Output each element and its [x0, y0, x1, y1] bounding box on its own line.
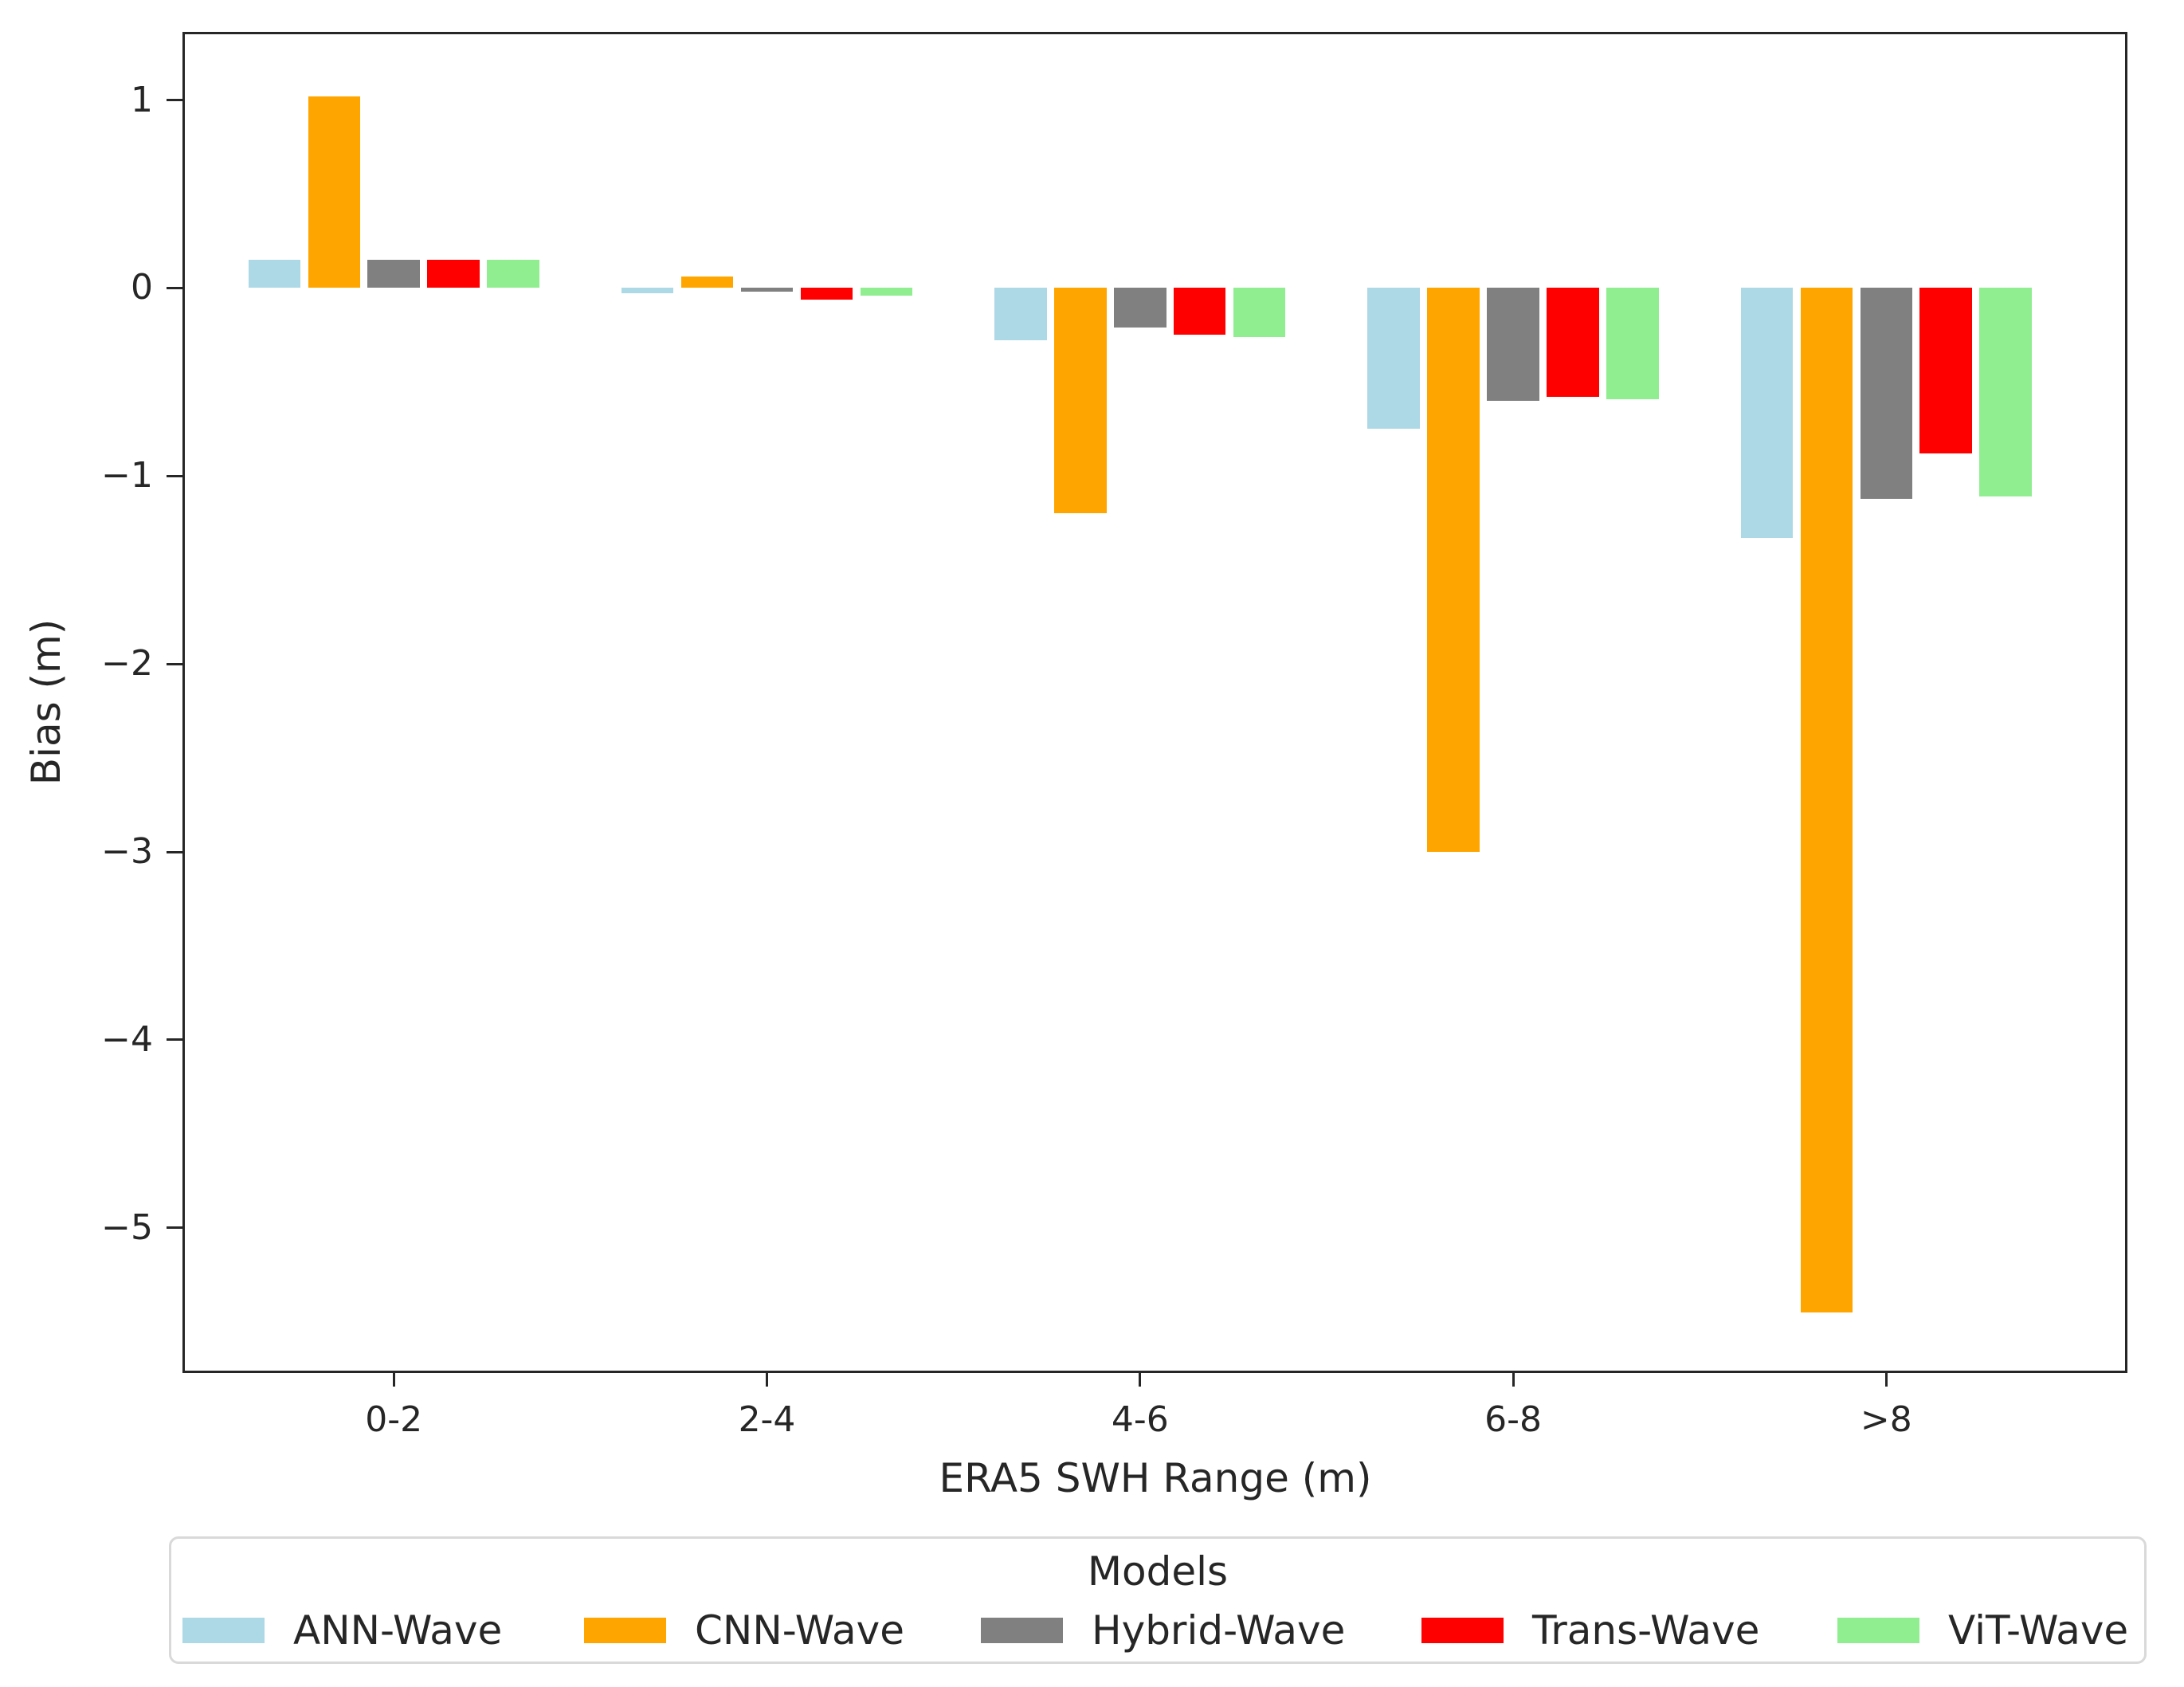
y-tick-mark: [167, 662, 182, 665]
bar-hybrid-wave-6-8: [1487, 288, 1539, 401]
y-tick-label: −5: [101, 1206, 153, 1248]
y-tick-label: −4: [101, 1018, 153, 1060]
bar-hybrid-wave-0-2: [367, 260, 420, 288]
x-tick-label: >8: [1860, 1399, 1912, 1440]
y-tick-label: −1: [101, 455, 153, 496]
bar-trans-wave-2-4: [800, 288, 853, 300]
x-tick-mark: [766, 1371, 768, 1387]
y-tick-mark: [167, 99, 182, 102]
bar-trans-wave-6-8: [1547, 288, 1599, 398]
y-tick-mark: [167, 1226, 182, 1230]
y-tick-label: 1: [131, 79, 153, 120]
bar-cnn-wave-4-6: [1054, 288, 1107, 514]
y-tick-mark: [167, 1038, 182, 1042]
y-tick-label: 0: [131, 267, 153, 308]
legend-item-vit-wave: ViT-Wave: [1837, 1607, 2128, 1654]
legend-swatch-vit-wave: [1837, 1618, 1919, 1643]
legend-item-hybrid-wave: Hybrid-Wave: [981, 1607, 1345, 1654]
legend-entries: ANN-Wave CNN-Wave Hybrid-Wave Trans-Wave ViT…: [171, 1539, 2144, 1661]
bar-hybrid-wave-4-6: [1113, 288, 1166, 328]
y-tick-label: −2: [101, 643, 153, 685]
legend-swatch-cnn-wave: [584, 1618, 666, 1643]
x-tick-label: 6-8: [1484, 1399, 1542, 1440]
bar-ann-wave-4-6: [994, 288, 1047, 341]
y-tick-label: −3: [101, 831, 153, 872]
legend-item-cnn-wave: CNN-Wave: [584, 1607, 904, 1654]
bar-cnn-wave--8: [1800, 288, 1853, 1312]
bar-vit-wave--8: [1979, 288, 2032, 497]
x-axis-title: ERA5 SWH Range (m): [939, 1455, 1372, 1501]
bar-hybrid-wave-2-4: [740, 288, 794, 292]
legend-item-ann-wave: ANN-Wave: [182, 1607, 502, 1654]
legend-label-cnn-wave: CNN-Wave: [695, 1607, 904, 1654]
bar-ann-wave-0-2: [248, 260, 301, 288]
bar-cnn-wave-2-4: [680, 277, 734, 288]
plot-area: 1 0 −1 −2 −3 −4 −5 0-2 2-4 4-6 6-8 >8: [101, 32, 2127, 1440]
x-tick-mark: [392, 1371, 395, 1387]
legend-title: Models: [1087, 1548, 1229, 1595]
legend-item-trans-wave: Trans-Wave: [1421, 1607, 1759, 1654]
legend-swatch-trans-wave: [1421, 1618, 1504, 1643]
bar-hybrid-wave--8: [1860, 288, 1913, 499]
bar-vit-wave-6-8: [1606, 288, 1659, 399]
y-tick-mark: [167, 850, 182, 853]
bar-ann-wave--8: [1740, 288, 1794, 539]
x-tick-label: 0-2: [365, 1399, 423, 1440]
bar-ann-wave-6-8: [1367, 288, 1420, 430]
x-tick-mark: [1512, 1371, 1515, 1387]
bar-ann-wave-2-4: [621, 288, 674, 294]
y-tick-mark: [167, 474, 182, 477]
legend: Models ANN-Wave CNN-Wave Hybrid-Wave Trans-…: [169, 1536, 2147, 1664]
bar-trans-wave-4-6: [1173, 288, 1226, 335]
legend-swatch-hybrid-wave: [981, 1618, 1063, 1643]
bar-vit-wave-0-2: [487, 260, 539, 288]
x-tick-label: 2-4: [738, 1399, 796, 1440]
x-tick-label: 4-6: [1111, 1399, 1169, 1440]
bar-vit-wave-2-4: [860, 288, 913, 296]
legend-label-trans-wave: Trans-Wave: [1532, 1607, 1760, 1654]
bar-cnn-wave-6-8: [1427, 288, 1480, 852]
x-tick-mark: [1884, 1371, 1888, 1387]
legend-label-ann-wave: ANN-Wave: [293, 1607, 503, 1654]
bar-cnn-wave-0-2: [308, 96, 361, 288]
legend-swatch-ann-wave: [182, 1618, 265, 1643]
bar-trans-wave-0-2: [427, 260, 480, 288]
x-tick-mark: [1139, 1371, 1142, 1387]
bar-vit-wave-4-6: [1233, 288, 1286, 337]
legend-label-vit-wave: ViT-Wave: [1948, 1607, 2129, 1654]
legend-label-hybrid-wave: Hybrid-Wave: [1092, 1607, 1346, 1654]
y-tick-mark: [167, 286, 182, 289]
bar-trans-wave--8: [1919, 288, 1972, 453]
